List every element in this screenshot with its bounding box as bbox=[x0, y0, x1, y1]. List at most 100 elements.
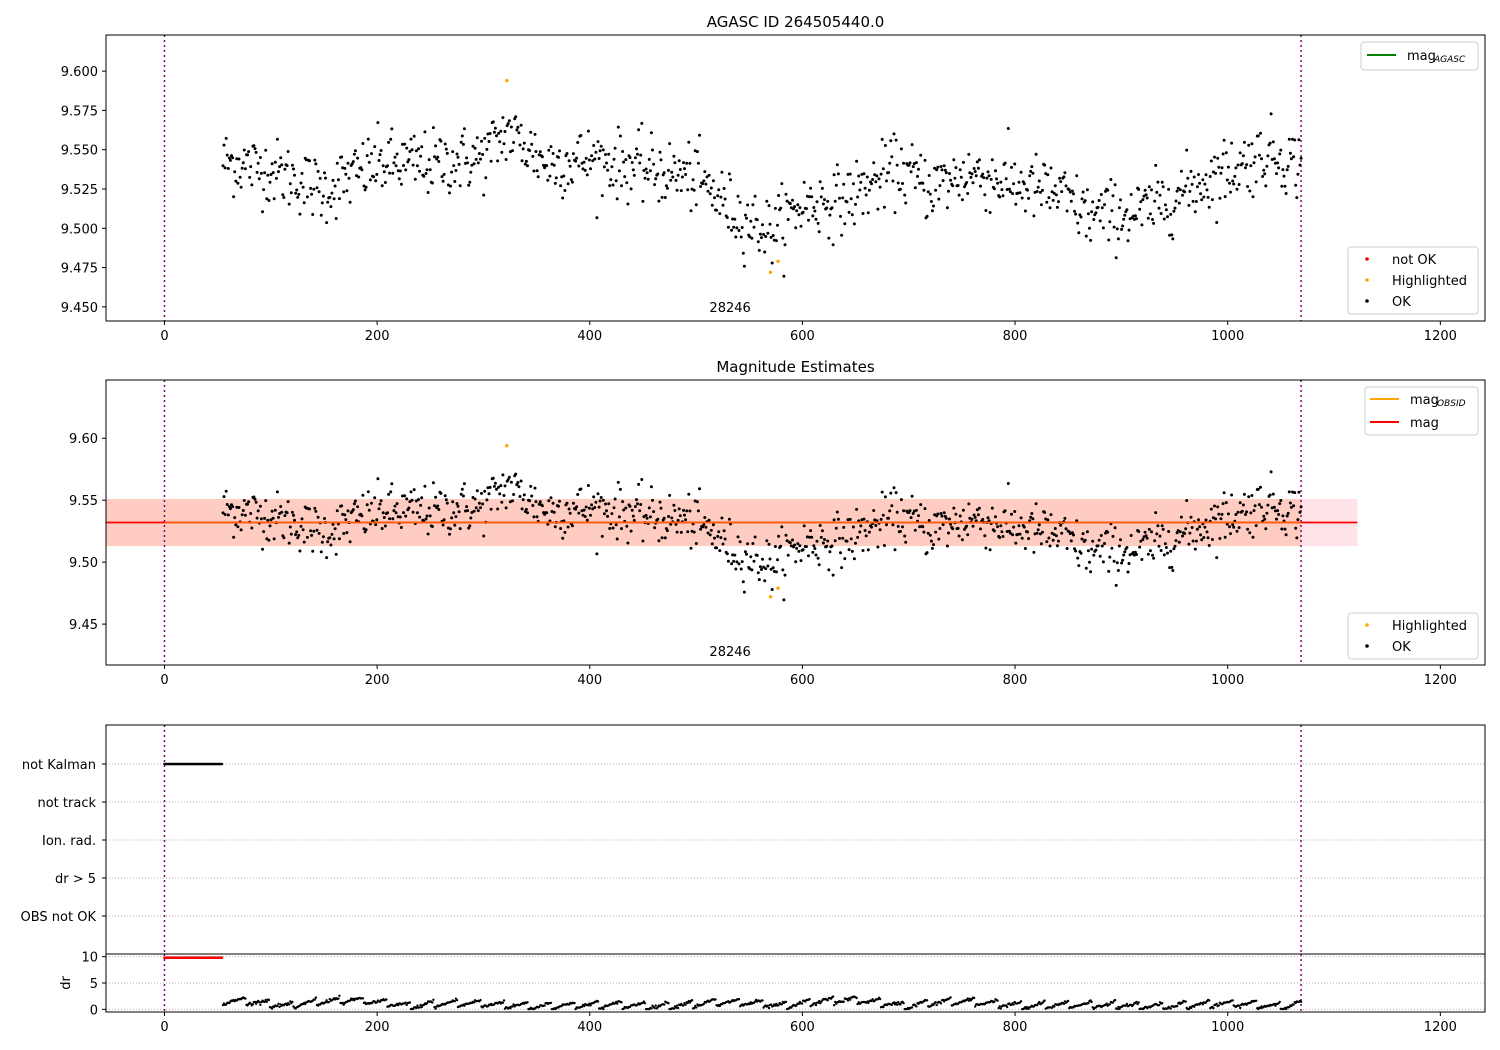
ok-point bbox=[1251, 195, 1255, 199]
ok-point bbox=[273, 508, 277, 512]
ok-point bbox=[813, 209, 817, 213]
ok-point bbox=[1174, 199, 1178, 203]
ok-point bbox=[360, 168, 364, 172]
ok-point bbox=[462, 127, 466, 131]
ok-point bbox=[651, 498, 654, 502]
ok-point bbox=[1157, 544, 1161, 548]
ok-point bbox=[515, 128, 519, 132]
ok-point bbox=[984, 546, 988, 550]
legend-marker bbox=[1365, 644, 1369, 648]
ok-point bbox=[1099, 534, 1103, 537]
ok-point bbox=[417, 147, 420, 151]
ok-point bbox=[458, 184, 462, 188]
ok-point bbox=[1047, 536, 1051, 540]
ok-point bbox=[751, 203, 755, 207]
ok-point bbox=[649, 485, 653, 489]
ok-point bbox=[1123, 550, 1127, 554]
ok-point bbox=[1045, 540, 1049, 544]
ok-point bbox=[856, 195, 860, 199]
ok-point bbox=[240, 513, 244, 517]
ok-point bbox=[348, 540, 352, 544]
ok-point bbox=[673, 509, 677, 512]
ok-point bbox=[1234, 166, 1238, 170]
ok-point bbox=[482, 193, 486, 197]
ok-point bbox=[344, 172, 348, 176]
ok-point bbox=[1017, 524, 1021, 528]
ok-point bbox=[590, 503, 594, 507]
ok-point bbox=[1266, 503, 1270, 507]
ok-point bbox=[616, 480, 620, 484]
ok-point bbox=[1197, 173, 1200, 176]
ok-point bbox=[615, 537, 619, 541]
ok-point bbox=[308, 159, 311, 163]
ok-point bbox=[1262, 514, 1266, 518]
dr-point bbox=[686, 1001, 689, 1005]
ok-point bbox=[733, 217, 737, 221]
ok-point bbox=[1277, 166, 1281, 170]
ok-point bbox=[1064, 184, 1068, 188]
ok-point bbox=[923, 507, 927, 511]
ok-point bbox=[832, 173, 836, 177]
ok-point bbox=[894, 138, 898, 142]
ok-point bbox=[360, 514, 364, 518]
dr-point bbox=[596, 1000, 600, 1003]
ok-point bbox=[477, 501, 481, 505]
dr-point bbox=[1043, 999, 1046, 1002]
ok-point bbox=[711, 179, 715, 183]
y-tick-label: 9.525 bbox=[61, 183, 98, 198]
ok-point bbox=[598, 149, 602, 153]
ok-point bbox=[480, 139, 483, 143]
ok-point bbox=[780, 182, 784, 186]
ok-point bbox=[705, 175, 709, 179]
ok-point bbox=[732, 559, 736, 563]
ok-point bbox=[309, 186, 313, 190]
ok-point bbox=[297, 192, 301, 196]
ok-point bbox=[914, 508, 918, 512]
x-tick-label: 200 bbox=[365, 673, 390, 688]
ok-point bbox=[854, 541, 857, 545]
dr-point bbox=[1299, 1000, 1303, 1003]
ok-point bbox=[738, 540, 742, 544]
ok-point bbox=[1279, 499, 1283, 502]
ok-point bbox=[1039, 542, 1043, 546]
ok-point bbox=[1299, 156, 1303, 160]
ok-point bbox=[466, 509, 470, 513]
ok-point bbox=[1014, 202, 1018, 206]
legend-label: mag bbox=[1407, 49, 1436, 64]
ok-point bbox=[1160, 524, 1164, 528]
ok-point bbox=[226, 513, 230, 517]
ok-point bbox=[268, 524, 272, 528]
ok-point bbox=[785, 539, 789, 543]
ok-point bbox=[374, 523, 378, 527]
ok-point bbox=[428, 168, 432, 172]
ok-point bbox=[633, 156, 637, 160]
ok-point bbox=[877, 177, 881, 181]
ok-point bbox=[1261, 175, 1265, 178]
ok-point bbox=[674, 178, 678, 182]
ok-point bbox=[222, 143, 226, 147]
ok-point bbox=[300, 517, 304, 521]
ok-point bbox=[1285, 168, 1289, 172]
ok-point bbox=[286, 150, 290, 153]
ok-point bbox=[628, 156, 632, 160]
ok-point bbox=[949, 178, 953, 182]
ok-point bbox=[1077, 564, 1081, 568]
ok-point bbox=[987, 174, 991, 178]
plot-frame bbox=[105, 724, 1486, 955]
ok-point bbox=[694, 542, 698, 545]
ok-point bbox=[452, 164, 456, 168]
ok-point bbox=[612, 157, 616, 161]
ok-point bbox=[888, 509, 892, 513]
ok-point bbox=[330, 532, 334, 536]
y-tick-label: 9.575 bbox=[61, 104, 98, 119]
ok-point bbox=[1127, 562, 1131, 565]
ok-point bbox=[1218, 196, 1222, 200]
ok-point bbox=[867, 530, 871, 534]
ok-point bbox=[247, 150, 251, 154]
ok-point bbox=[832, 518, 836, 522]
ok-point bbox=[388, 171, 392, 175]
ok-point bbox=[1208, 175, 1212, 178]
ok-point bbox=[861, 212, 865, 215]
ok-point bbox=[716, 194, 720, 198]
dr-point bbox=[385, 998, 388, 1001]
